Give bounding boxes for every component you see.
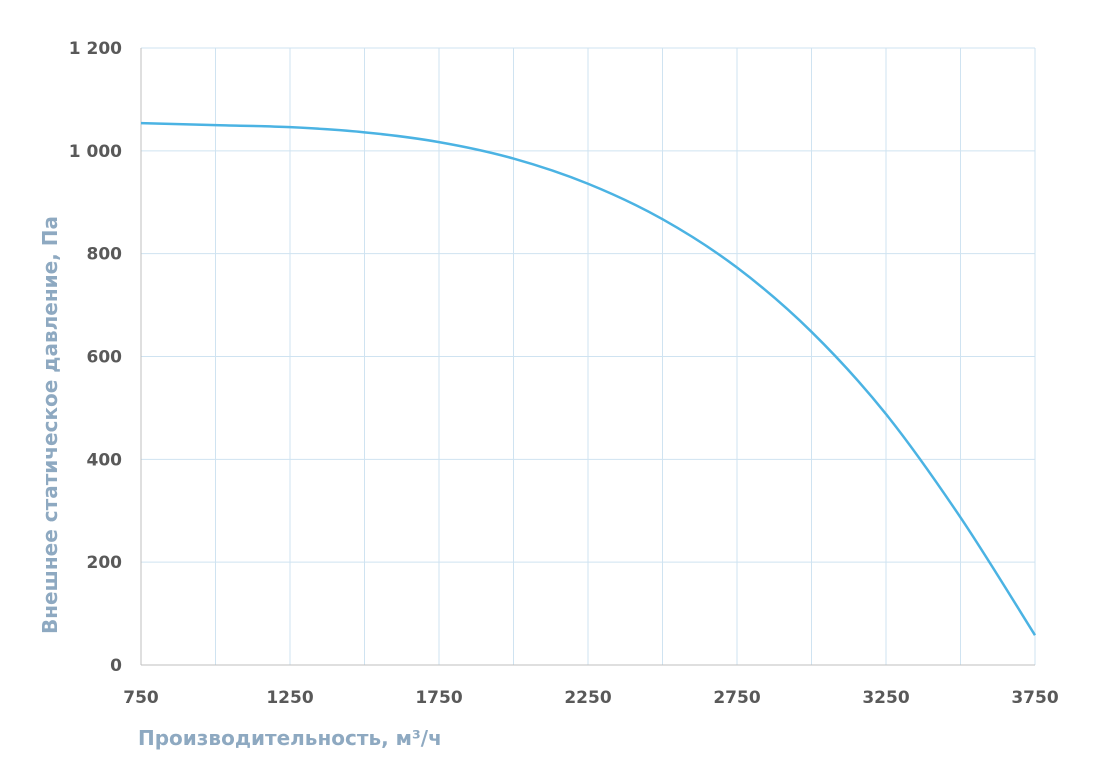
series-group: [140, 121, 1037, 636]
y-tick-label: 200: [87, 553, 123, 573]
y-tick-labels: 0 200 400 600 800 1 000 1 200: [69, 39, 122, 676]
y-tick-label: 800: [87, 245, 123, 265]
axes: [140, 48, 1035, 666]
y-tick-label: 0: [110, 656, 122, 676]
y-tick-label: 600: [87, 348, 123, 368]
grid: [141, 47, 1036, 665]
x-tick-label: 3750: [1011, 688, 1058, 708]
x-tick-label: 1750: [415, 688, 462, 708]
y-axis-title: Внешнее статическое давление, Па: [38, 216, 62, 634]
x-tick-label: 3250: [862, 688, 909, 708]
x-tick-label: 2250: [564, 688, 611, 708]
x-tick-label: 1250: [266, 688, 313, 708]
y-tick-label: 400: [87, 450, 123, 470]
x-tick-labels: 750 1250 1750 2250 2750 3250 3750: [123, 688, 1059, 708]
y-tick-label: 1 000: [69, 142, 122, 162]
x-axis-title: Производительность, м³/ч: [138, 726, 442, 750]
x-tick-label: 2750: [713, 688, 760, 708]
series-line: [140, 121, 1037, 636]
y-tick-label: 1 200: [69, 39, 122, 59]
x-tick-label: 750: [123, 688, 159, 708]
